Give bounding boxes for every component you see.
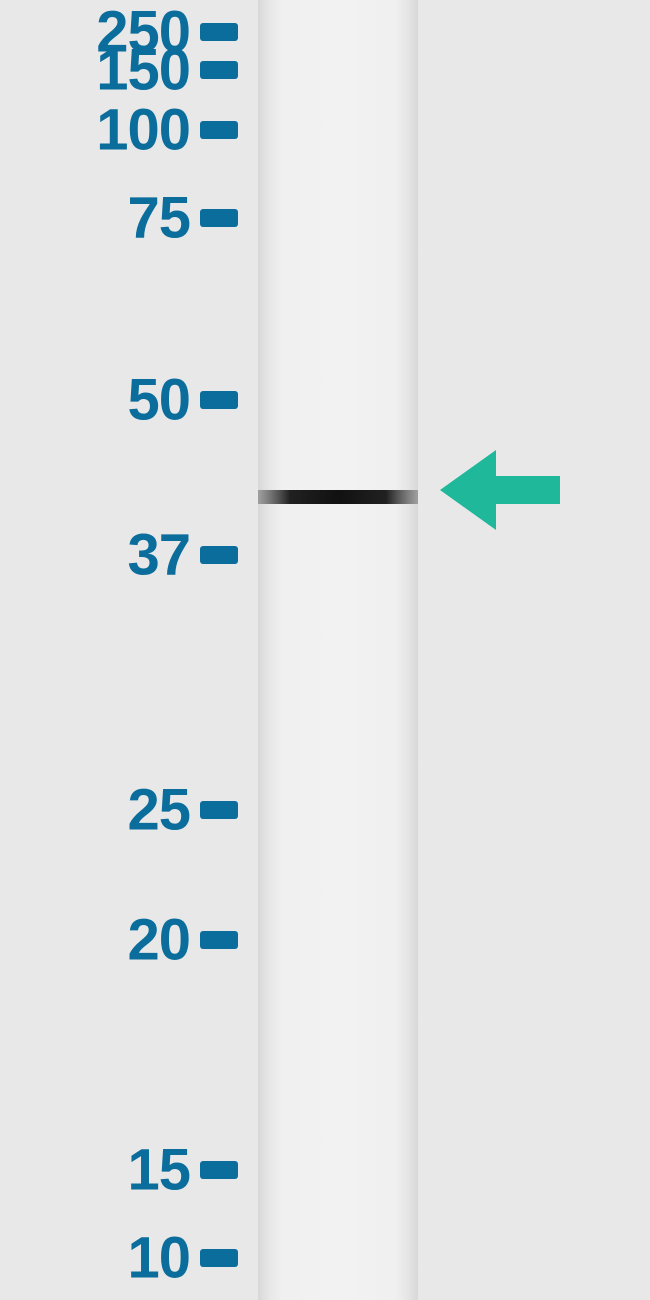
band-indicator-arrow <box>440 450 560 535</box>
mw-marker-label: 75 <box>127 185 190 252</box>
mw-marker-tick <box>200 801 238 819</box>
mw-marker-tick <box>200 121 238 139</box>
mw-marker-label: 50 <box>127 367 190 434</box>
mw-marker: 50 <box>0 370 238 430</box>
mw-marker: 150 <box>0 40 238 100</box>
mw-marker: 75 <box>0 188 238 248</box>
mw-marker-label: 25 <box>127 777 190 844</box>
mw-marker: 10 <box>0 1228 238 1288</box>
mw-marker-label: 37 <box>127 522 190 589</box>
mw-marker: 15 <box>0 1140 238 1200</box>
mw-marker-label: 100 <box>96 97 190 164</box>
mw-marker-tick <box>200 1249 238 1267</box>
mw-marker-tick <box>200 546 238 564</box>
mw-marker-label: 10 <box>127 1225 190 1292</box>
mw-marker-tick <box>200 209 238 227</box>
mw-marker: 100 <box>0 100 238 160</box>
mw-marker-label: 15 <box>127 1137 190 1204</box>
mw-marker-tick <box>200 391 238 409</box>
mw-marker: 37 <box>0 525 238 585</box>
mw-marker-tick <box>200 61 238 79</box>
mw-marker-tick <box>200 1161 238 1179</box>
mw-marker: 20 <box>0 910 238 970</box>
mw-marker: 25 <box>0 780 238 840</box>
mw-marker-label: 20 <box>127 907 190 974</box>
mw-marker-tick <box>200 931 238 949</box>
mw-marker-label: 150 <box>96 37 190 104</box>
blot-container: 25015010075503725201510 <box>0 0 650 1300</box>
mw-ladder: 25015010075503725201510 <box>0 0 650 1300</box>
mw-marker-tick <box>200 23 238 41</box>
